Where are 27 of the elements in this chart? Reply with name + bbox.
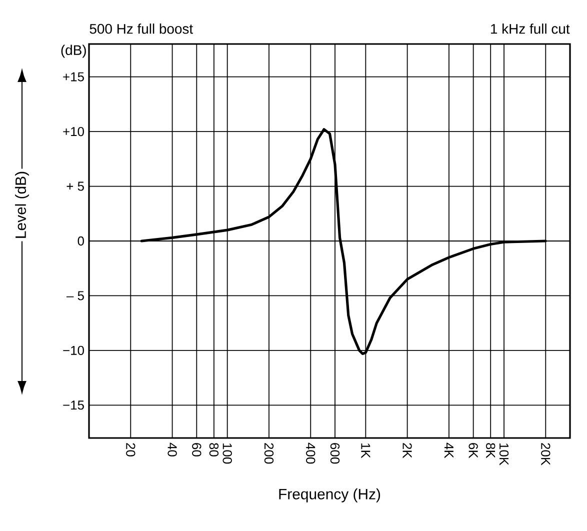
x-tick-label: 600 (330, 443, 340, 464)
y-tick-label: −10 (63, 346, 84, 356)
x-tick-label: 4K (444, 442, 454, 458)
x-tick-label: 6K (468, 443, 478, 458)
y-tick-label: +10 (63, 126, 84, 136)
x-tick-label: 2K (402, 443, 412, 458)
x-tick-label: 10K (499, 444, 509, 466)
x-tick-label: 8K (486, 443, 496, 458)
y-axis-title: Level (dB) (15, 172, 29, 238)
y-tick-label: – 5 (66, 291, 84, 300)
y-tick-label: −15 (63, 400, 84, 410)
x-tick-label: 20 (126, 443, 136, 456)
x-tick-label: 20K (541, 443, 550, 466)
x-tick-label: 40 (168, 442, 177, 456)
x-tick-label: 400 (306, 442, 316, 464)
text: 500 Hz full boost (90, 24, 193, 34)
x-tick-label: 100 (222, 444, 232, 464)
text: (dB) (61, 44, 86, 58)
x-tick-label: 80 (209, 443, 219, 456)
x-tick-label: 1K (361, 444, 370, 458)
x-axis-title: Frequency (Hz) (279, 488, 380, 502)
y-tick-label: +15 (63, 72, 84, 82)
text: 1 kHz full cut (491, 24, 570, 34)
x-tick-label: 60 (192, 443, 202, 456)
y-tick-label: + 5 (66, 182, 84, 191)
y-tick-label: 0 (78, 236, 84, 246)
x-tick-label: 200 (264, 443, 274, 464)
